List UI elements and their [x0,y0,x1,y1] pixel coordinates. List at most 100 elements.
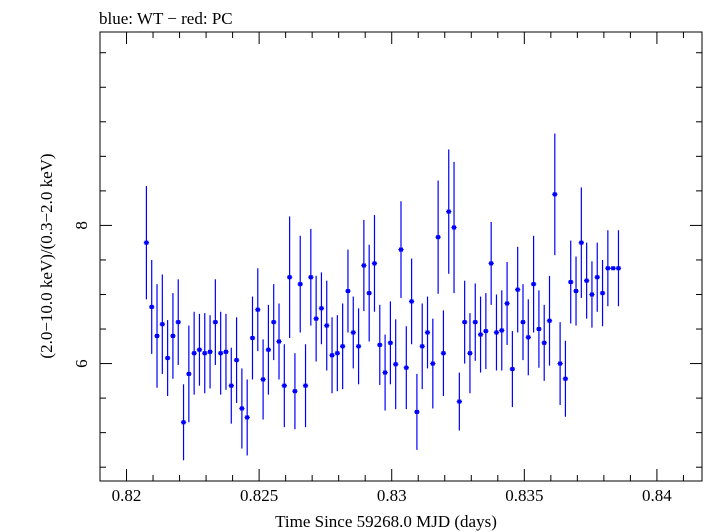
data-point [228,347,234,424]
data-point [355,308,362,385]
data-point [371,215,378,312]
point-marker [595,275,600,280]
point-marker [409,299,414,304]
point-marker [144,240,149,245]
data-point [525,299,531,376]
data-point [175,279,181,365]
data-point [159,274,165,374]
point-marker [170,333,175,338]
point-marker [574,289,579,294]
data-point [324,280,330,371]
data-point [504,262,510,345]
data-point [361,219,367,312]
data-point [472,283,478,361]
data-point [461,280,468,364]
data-point [599,259,606,327]
point-marker [377,342,382,347]
data-point [387,301,394,385]
data-point [594,242,600,312]
point-marker [404,365,409,370]
data-point [562,340,569,417]
point-marker [568,280,573,285]
point-marker [446,209,451,214]
point-marker [420,344,425,349]
data-point [451,161,457,294]
data-point [557,322,563,406]
data-point [191,311,197,395]
data-point [218,311,224,395]
chart-title: blue: WT − red: PC [99,9,233,28]
data-point [244,379,250,456]
point-marker [245,415,250,420]
x-tick-label: 0.835 [505,486,543,505]
point-marker [186,371,191,376]
data-point [302,344,309,428]
y-tick-label: 6 [72,359,91,368]
x-tick-label: 0.83 [377,486,407,505]
point-marker [515,287,520,292]
data-point [583,242,590,319]
data-point [340,303,346,390]
point-marker [303,383,308,388]
point-marker [213,320,218,325]
point-marker [351,330,356,335]
data-point [440,310,447,397]
point-marker [234,358,239,363]
point-marker [319,306,324,311]
point-marker [255,307,260,312]
data-point [318,272,325,345]
data-point [249,296,256,380]
data-point [366,244,372,342]
data-point [408,258,415,345]
point-marker [202,351,207,356]
data-point [546,275,553,366]
data-point [393,319,399,410]
data-point [164,320,171,397]
data-point [271,284,277,361]
data-point [143,186,150,300]
point-marker [489,261,494,266]
point-marker [600,291,605,296]
point-marker [452,225,457,230]
data-point [536,290,542,368]
data-point [398,201,404,298]
data-point [477,296,484,373]
point-marker [149,304,154,309]
data-point [149,259,155,354]
point-marker [383,370,388,375]
point-marker [160,322,165,327]
plot-frame [99,31,703,482]
point-marker [494,330,499,335]
point-marker [314,316,319,321]
data-point [223,313,229,390]
data-point [345,249,351,333]
data-point [414,373,420,450]
point-marker [261,377,266,382]
point-marker [335,351,340,356]
y-axis-label: (2.0−10.0 keV)/(0.3−2.0 keV) [37,153,56,358]
point-marker [531,282,536,287]
point-marker [478,332,483,337]
point-marker [558,361,563,366]
point-marker [250,336,255,341]
data-point [552,133,558,256]
point-marker [277,339,282,344]
point-marker [399,247,403,252]
point-marker [176,320,181,325]
point-marker [367,291,372,296]
point-marker [536,327,541,332]
point-marker [372,261,377,266]
point-marker [526,335,531,340]
data-point [350,296,356,369]
point-marker [356,344,361,349]
data-point [610,266,616,271]
point-marker [192,351,197,356]
data-point [419,303,425,390]
data-point [334,315,341,392]
point-marker [499,328,504,333]
point-marker [292,389,297,394]
point-marker [425,330,430,335]
point-marker [181,420,186,425]
point-marker [457,399,462,404]
